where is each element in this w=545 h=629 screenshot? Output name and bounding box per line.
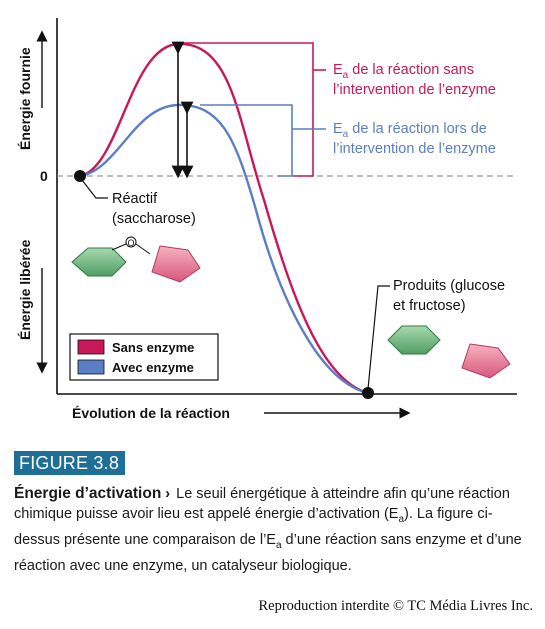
ea-with-enzyme-label-line2: l’intervention de l’enzyme bbox=[333, 141, 496, 157]
caption-arrow-icon: › bbox=[165, 486, 171, 502]
reactant-point bbox=[74, 170, 86, 182]
oxygen-label: O bbox=[128, 238, 135, 248]
reactant-leader bbox=[81, 179, 108, 199]
legend-label-no-enzyme: Sans enzyme bbox=[112, 340, 194, 355]
reactant-label: Réactif bbox=[112, 191, 158, 207]
energy-diagram: 0 Énergie fournie Énergie libérée Évolut… bbox=[17, 18, 517, 421]
glycosidic-bond-right bbox=[135, 243, 151, 255]
caption-sub-2: a bbox=[275, 539, 282, 551]
legend-label-with-enzyme: Avec enzyme bbox=[112, 360, 194, 375]
caption-title: Énergie d’activation bbox=[14, 485, 162, 502]
curve-without-enzyme bbox=[79, 42, 369, 395]
y-label-top: Énergie fournie bbox=[17, 47, 33, 150]
products-label-line2: et fructose) bbox=[393, 298, 466, 314]
zero-label: 0 bbox=[40, 168, 48, 184]
caption-sub-1: a bbox=[398, 513, 405, 525]
glucose-product-hexagon-icon bbox=[387, 325, 441, 355]
legend: Sans enzyme Avec enzyme bbox=[69, 333, 219, 381]
copyright: Reproduction interdite © TC Média Livres… bbox=[258, 598, 533, 614]
bracket-with-enzyme bbox=[200, 104, 293, 177]
figure-label: FIGURE 3.8 bbox=[14, 451, 126, 475]
caption-text-3: d’une réaction sans enzyme et d’une réac… bbox=[14, 531, 522, 574]
legend-swatch-with-enzyme bbox=[77, 359, 105, 375]
x-label: Évolution de la réaction bbox=[72, 405, 230, 421]
figure-caption: Énergie d’activation › Le seuil énergétiqu… bbox=[14, 484, 534, 576]
glycosidic-bond-left bbox=[111, 243, 127, 251]
reactant-label-line2: (saccharose) bbox=[112, 211, 196, 227]
curve-with-enzyme bbox=[79, 103, 369, 395]
y-label-bottom: Énergie libérée bbox=[17, 239, 33, 340]
caption-text-2: ). La figure ci-dessus présente une comp… bbox=[14, 506, 493, 548]
caption-text-1: Le seuil énergétique à atteindre afin qu… bbox=[14, 486, 510, 522]
ea-with-enzyme-label: Ea de la réaction lors de bbox=[333, 121, 487, 140]
ea-no-enzyme-label-line2: l’intervention de l’enzyme bbox=[333, 82, 496, 98]
glucose-hexagon-icon bbox=[71, 247, 127, 277]
bracket-no-enzyme bbox=[184, 42, 314, 177]
products-leader bbox=[367, 285, 390, 390]
products-label: Produits (glucose bbox=[393, 278, 505, 294]
oxygen-atom bbox=[125, 236, 137, 248]
legend-swatch-no-enzyme bbox=[77, 339, 105, 355]
fructose-product-pentagon-icon bbox=[461, 343, 511, 379]
products-point bbox=[362, 387, 374, 399]
ea-no-enzyme-label: Ea de la réaction sans bbox=[333, 62, 474, 81]
fructose-pentagon-icon bbox=[151, 245, 201, 283]
